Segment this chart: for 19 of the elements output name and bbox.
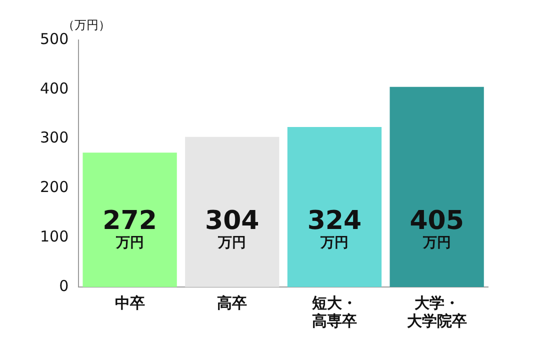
data-label: 304 万円 [205,206,260,251]
data-label: 405 万円 [410,206,464,251]
bar [185,136,280,287]
x-tick-label: 大学・大学院卒 [406,294,467,330]
x-tick-label: 高卒 [217,294,248,312]
y-tick-label: 100 [40,227,69,246]
data-label: 272 万円 [102,206,157,251]
x-tick-label: 短大・高専卒 [310,294,357,330]
y-tick-label: 400 [40,79,69,98]
y-tick-label: 300 [40,128,69,147]
y-tick-label: 200 [40,178,69,196]
bar [82,152,177,287]
y-tick-label: 500 [40,30,69,48]
bar [287,126,382,287]
y-tick-label: 0 [59,276,69,295]
bar [390,86,484,287]
y-axis-title: （万円） [62,18,111,32]
data-label: 324 万円 [307,206,362,251]
x-tick-label: 中卒 [114,294,145,312]
